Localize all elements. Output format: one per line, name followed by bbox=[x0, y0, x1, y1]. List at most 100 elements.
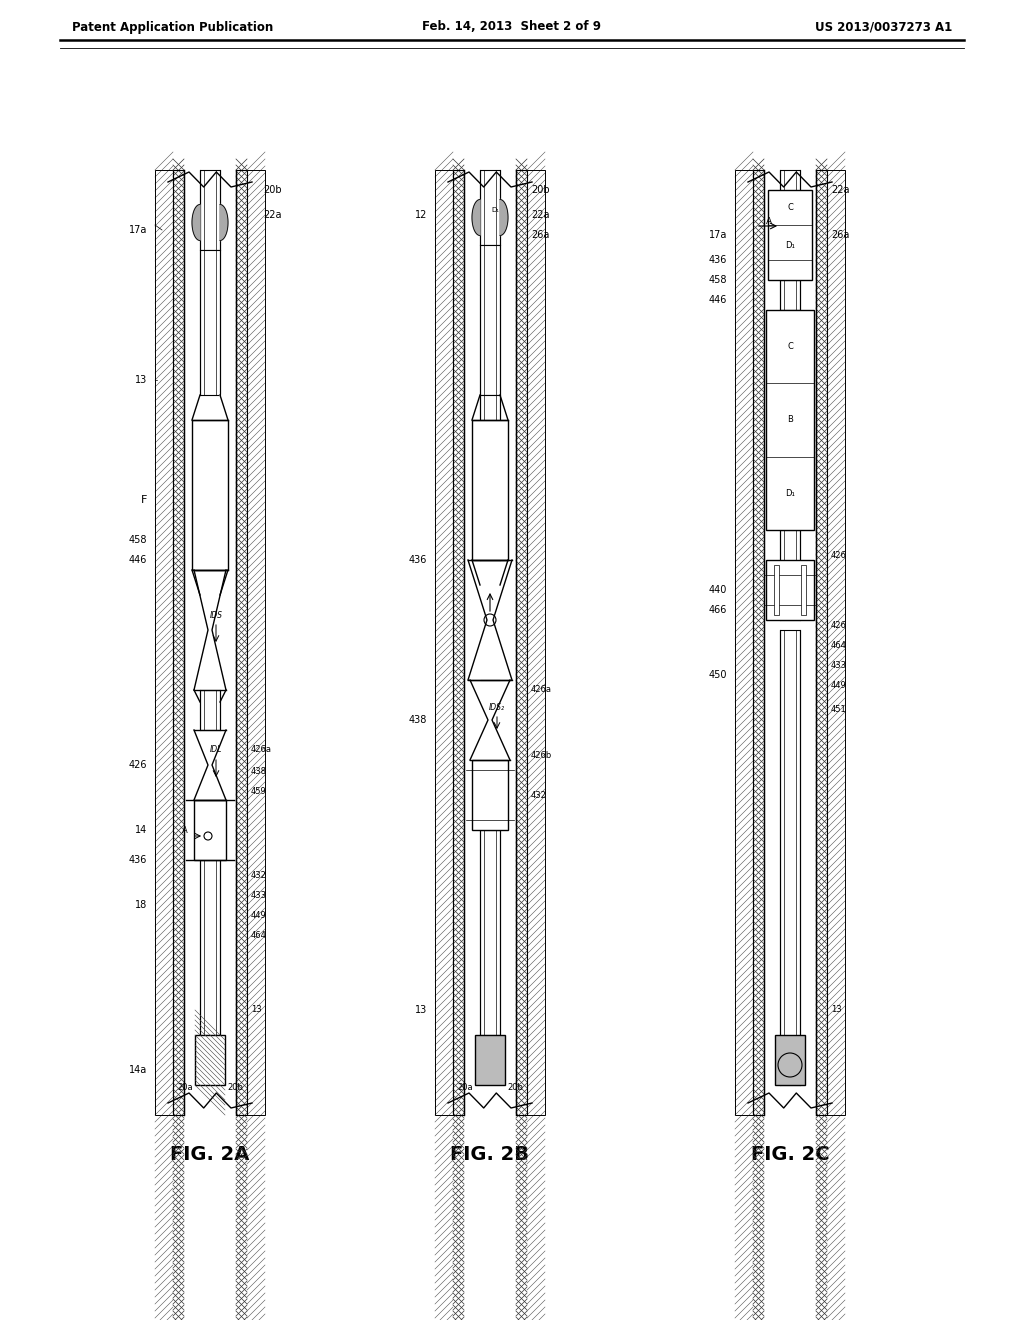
Text: FIG. 2B: FIG. 2B bbox=[451, 1146, 529, 1164]
Bar bbox=[193, 420, 228, 570]
Text: 426a: 426a bbox=[531, 685, 552, 694]
Bar bbox=[200, 861, 220, 1035]
Text: 451: 451 bbox=[831, 705, 847, 714]
Text: C: C bbox=[787, 342, 793, 351]
Text: 426: 426 bbox=[831, 620, 847, 630]
Text: 449: 449 bbox=[831, 681, 847, 689]
Bar bbox=[753, 170, 764, 1115]
Polygon shape bbox=[492, 680, 510, 760]
Text: 20b: 20b bbox=[531, 185, 550, 195]
Text: 17a: 17a bbox=[129, 224, 147, 235]
Text: FIG. 2A: FIG. 2A bbox=[170, 1146, 250, 1164]
Bar bbox=[516, 170, 527, 1115]
Text: 433: 433 bbox=[251, 891, 267, 899]
Bar bbox=[780, 531, 800, 620]
Bar bbox=[780, 280, 800, 310]
Bar bbox=[827, 170, 845, 1115]
Polygon shape bbox=[212, 730, 226, 800]
Bar bbox=[775, 1035, 805, 1085]
Bar bbox=[480, 170, 500, 246]
Bar bbox=[472, 420, 508, 560]
Text: 426: 426 bbox=[831, 550, 847, 560]
Bar bbox=[435, 170, 453, 1115]
Text: 14: 14 bbox=[135, 825, 147, 836]
Polygon shape bbox=[470, 680, 488, 760]
Text: 26a: 26a bbox=[831, 230, 849, 240]
Text: 22a: 22a bbox=[831, 185, 850, 195]
Bar bbox=[735, 170, 753, 1115]
Text: 26a: 26a bbox=[531, 230, 549, 240]
Text: 440: 440 bbox=[709, 585, 727, 595]
Polygon shape bbox=[193, 395, 200, 420]
Text: D₁: D₁ bbox=[490, 207, 499, 214]
Text: C: C bbox=[787, 203, 793, 213]
Polygon shape bbox=[212, 570, 226, 690]
Text: 446: 446 bbox=[129, 554, 147, 565]
Text: A: A bbox=[182, 826, 188, 836]
Bar bbox=[155, 170, 173, 1115]
Bar bbox=[480, 395, 500, 560]
Text: 466: 466 bbox=[709, 605, 727, 615]
Text: 13: 13 bbox=[135, 375, 147, 385]
Text: 459: 459 bbox=[251, 788, 266, 796]
Bar bbox=[780, 170, 800, 280]
Text: A: A bbox=[766, 216, 772, 226]
Text: 436: 436 bbox=[709, 255, 727, 265]
Bar bbox=[766, 310, 814, 531]
Bar bbox=[735, 170, 753, 1115]
Text: 20a: 20a bbox=[177, 1084, 193, 1093]
Text: 446: 446 bbox=[709, 294, 727, 305]
Bar bbox=[753, 170, 764, 1115]
Text: 436: 436 bbox=[129, 855, 147, 865]
Text: IDS₂: IDS₂ bbox=[489, 704, 505, 713]
Text: 17a: 17a bbox=[709, 230, 727, 240]
Text: Feb. 14, 2013  Sheet 2 of 9: Feb. 14, 2013 Sheet 2 of 9 bbox=[423, 21, 601, 33]
Bar bbox=[472, 760, 508, 830]
Text: 20a: 20a bbox=[457, 1084, 473, 1093]
Text: D₁: D₁ bbox=[785, 488, 795, 498]
Text: 20b: 20b bbox=[227, 1084, 243, 1093]
Text: 14a: 14a bbox=[129, 1065, 147, 1074]
Text: 13: 13 bbox=[251, 1006, 261, 1015]
Text: IDS: IDS bbox=[210, 610, 222, 619]
Polygon shape bbox=[493, 560, 512, 680]
Bar bbox=[453, 170, 464, 1115]
Bar bbox=[200, 690, 220, 730]
Text: 433: 433 bbox=[831, 660, 847, 669]
Text: 432: 432 bbox=[531, 791, 547, 800]
Bar bbox=[173, 170, 184, 1115]
Text: 432: 432 bbox=[251, 870, 267, 879]
Polygon shape bbox=[194, 730, 208, 800]
Text: 450: 450 bbox=[709, 671, 727, 680]
Polygon shape bbox=[472, 199, 480, 235]
Bar bbox=[475, 1035, 505, 1085]
Bar bbox=[516, 170, 527, 1115]
Bar bbox=[780, 310, 800, 531]
Bar bbox=[780, 630, 800, 1085]
Text: 464: 464 bbox=[251, 931, 267, 940]
Text: 426b: 426b bbox=[531, 751, 552, 759]
Bar bbox=[768, 190, 812, 280]
Bar bbox=[816, 170, 827, 1115]
Bar bbox=[200, 249, 220, 395]
Text: 22a: 22a bbox=[531, 210, 550, 220]
Text: 464: 464 bbox=[831, 640, 847, 649]
Text: 426: 426 bbox=[128, 760, 147, 770]
Bar bbox=[527, 170, 545, 1115]
Bar bbox=[435, 170, 453, 1115]
Bar bbox=[801, 565, 806, 615]
Bar bbox=[200, 170, 220, 249]
Text: 438: 438 bbox=[409, 715, 427, 725]
Bar bbox=[774, 565, 779, 615]
Bar bbox=[527, 170, 545, 1115]
Text: B: B bbox=[787, 416, 793, 425]
Bar bbox=[816, 170, 827, 1115]
Text: 22a: 22a bbox=[263, 210, 282, 220]
Polygon shape bbox=[193, 205, 200, 240]
Text: 13: 13 bbox=[415, 1005, 427, 1015]
Text: Patent Application Publication: Patent Application Publication bbox=[72, 21, 273, 33]
Bar bbox=[195, 1035, 225, 1085]
Polygon shape bbox=[468, 560, 487, 680]
Bar bbox=[480, 246, 500, 395]
Text: 20b: 20b bbox=[507, 1084, 523, 1093]
